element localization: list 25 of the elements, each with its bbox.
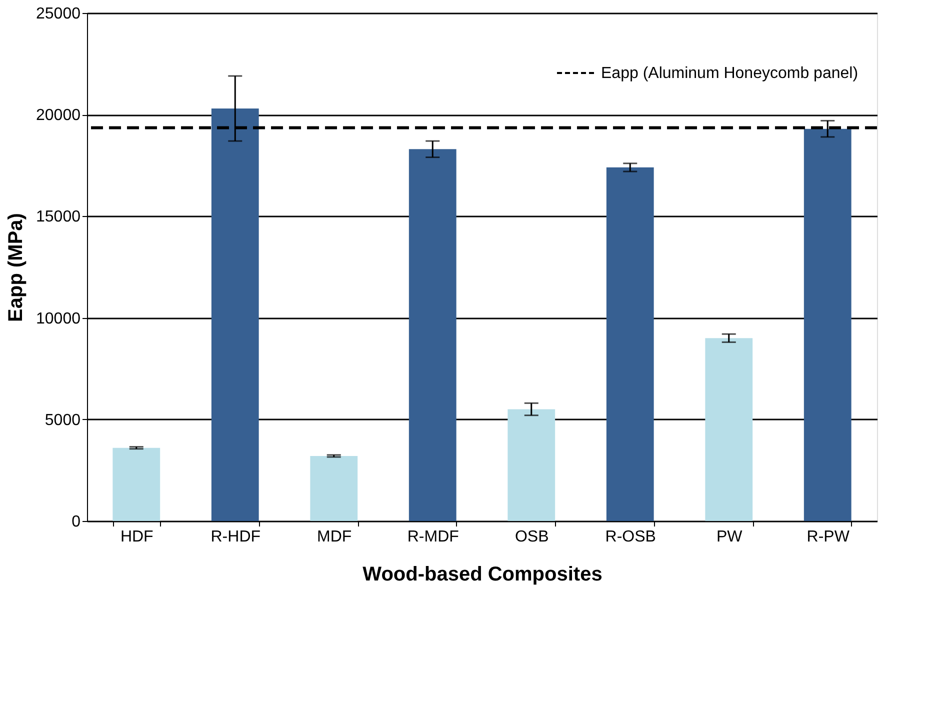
x-tick-label: PW	[716, 528, 744, 546]
bar	[705, 338, 753, 521]
y-axis-title: Eapp (MPa)	[5, 213, 28, 322]
y-tick-label: 15000	[36, 208, 81, 226]
bar	[112, 448, 160, 521]
bar	[310, 456, 358, 521]
bar	[804, 128, 852, 521]
bar	[508, 409, 556, 521]
x-axis-title: Wood-based Composites	[362, 564, 602, 586]
x-tick-label: MDF	[317, 528, 352, 546]
x-tick-label: R-PW	[806, 528, 850, 546]
y-tick-label: 20000	[36, 107, 81, 124]
legend-label: Eapp (Aluminum Honeycomb panel)	[601, 65, 858, 82]
x-tick-label: OSB	[514, 528, 549, 546]
y-tick-label: 25000	[36, 6, 81, 22]
bar	[408, 149, 456, 521]
x-tick-label: HDF	[120, 528, 154, 546]
bar	[211, 108, 259, 521]
bar	[606, 167, 654, 521]
y-tick-label: 10000	[36, 310, 81, 328]
y-tick-label: 5000	[44, 412, 81, 429]
x-tick-label: R-HDF	[210, 528, 261, 546]
x-tick-label: R-OSB	[605, 528, 656, 546]
y-tick-label: 0	[72, 514, 81, 530]
x-tick-label: R-MDF	[407, 528, 460, 546]
